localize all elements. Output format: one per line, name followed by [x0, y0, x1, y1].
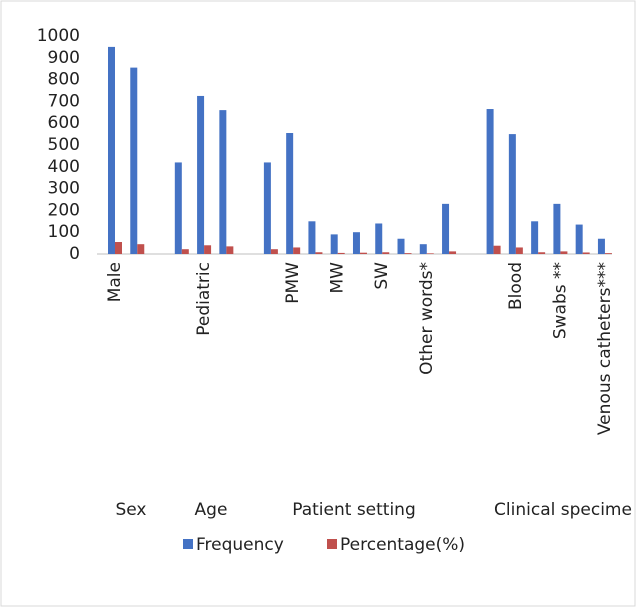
- bar: [442, 203, 450, 254]
- bar: [597, 238, 605, 254]
- bar: [604, 253, 612, 254]
- bar: [181, 249, 189, 254]
- group-label: Age: [195, 500, 228, 520]
- bar: [174, 162, 182, 254]
- x-tick-label: Blood: [506, 262, 526, 310]
- legend-swatch: [327, 539, 337, 549]
- x-tick-label: SW: [372, 262, 392, 290]
- group-label: Sex: [115, 500, 146, 520]
- bar: [197, 95, 205, 254]
- bar: [531, 221, 539, 254]
- bar: [315, 252, 323, 254]
- bar: [575, 224, 583, 254]
- bar: [352, 232, 360, 254]
- bar: [308, 221, 316, 254]
- y-tick-label: 1000: [37, 26, 80, 46]
- bar: [226, 246, 234, 254]
- bar: [553, 203, 561, 254]
- y-tick-label: 300: [48, 179, 80, 199]
- x-tick-label: Pediatric: [194, 262, 214, 336]
- bar: [538, 252, 546, 254]
- y-tick-label: 100: [48, 222, 80, 242]
- x-tick-label: MW: [328, 262, 348, 294]
- bar: [115, 242, 122, 254]
- bar: [330, 234, 338, 254]
- bar: [582, 252, 590, 254]
- y-tick-label: 500: [48, 135, 80, 155]
- bar: [337, 252, 345, 254]
- legend-label: Frequency: [196, 535, 284, 555]
- x-tick-label: PMW: [283, 262, 303, 304]
- y-tick-label: 800: [48, 70, 80, 90]
- y-tick-label: 0: [69, 244, 80, 264]
- x-tick-label: Other words*: [417, 262, 437, 375]
- bar: [486, 109, 494, 254]
- bar: [286, 133, 294, 254]
- bar: [270, 249, 278, 254]
- y-tick-label: 600: [48, 113, 80, 133]
- bar: [426, 253, 434, 254]
- group-label: Patient setting: [292, 500, 416, 520]
- group-label: Clinical specime: [494, 500, 632, 520]
- y-tick-label: 900: [48, 48, 80, 68]
- bar: [404, 253, 412, 254]
- bar: [359, 252, 367, 254]
- bar: [382, 252, 390, 254]
- y-tick-label: 400: [48, 157, 80, 177]
- bar: [508, 134, 516, 254]
- y-tick-label: 200: [48, 200, 80, 220]
- bar: [397, 238, 405, 254]
- bar: [419, 244, 427, 254]
- y-tick-label: 700: [48, 91, 80, 111]
- x-tick-label: Venous catheters***: [595, 262, 615, 435]
- bar: [449, 251, 457, 254]
- bar: [560, 251, 568, 254]
- x-tick-label: Swabs **: [550, 262, 570, 339]
- legend-swatch: [183, 539, 193, 549]
- bar: [293, 247, 301, 254]
- bar: [375, 223, 383, 254]
- bar: [137, 244, 145, 254]
- bar: [493, 245, 501, 254]
- bar: [108, 46, 115, 255]
- x-tick-label: Male: [105, 262, 125, 302]
- legend-label: Percentage(%): [340, 535, 465, 555]
- bar: [130, 67, 138, 254]
- bar: [263, 162, 271, 254]
- bar: [219, 110, 227, 255]
- bar: [204, 245, 212, 254]
- bar: [515, 247, 523, 254]
